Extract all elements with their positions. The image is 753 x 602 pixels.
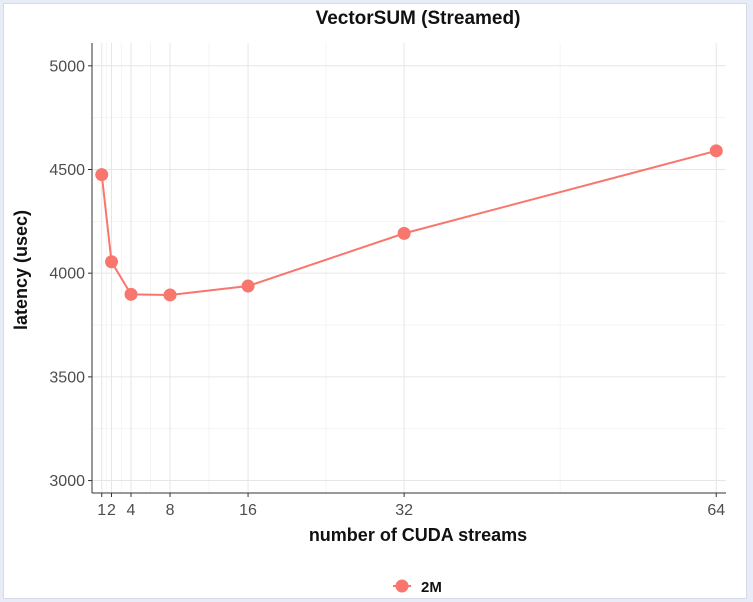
x-tick-label: 2 [107,502,116,519]
data-point [241,279,255,293]
legend-label-2m: 2M [421,579,442,596]
data-point [105,255,119,269]
x-tick-label: 4 [127,502,136,519]
data-point [163,288,177,302]
y-tick-label: 4500 [49,162,85,179]
y-tick-label: 5000 [49,58,85,75]
data-point [709,144,723,158]
y-tick-label: 3000 [49,473,85,490]
series [95,144,723,302]
grid [92,43,726,493]
x-tick-label: 1 [97,502,106,519]
x-tick-label: 8 [166,502,175,519]
x-tick-label: 32 [395,502,413,519]
y-tick-label: 3500 [49,369,85,386]
x-tick-label: 64 [707,502,725,519]
legend-key-point [395,579,409,593]
chart-frame [3,3,747,599]
data-point [124,287,138,301]
data-point [397,226,411,240]
y-axis-title: latency (usec) [11,210,31,330]
y-tick-label: 4000 [49,266,85,283]
x-tick-label: 16 [239,502,257,519]
x-axis-title: number of CUDA streams [309,525,527,545]
chart-title: VectorSUM (Streamed) [316,8,521,29]
ticks: 3000 3500 4000 4500 5000 1 2 4 8 16 32 64 [49,58,725,519]
data-point [95,168,109,182]
legend: 2M [393,579,442,596]
